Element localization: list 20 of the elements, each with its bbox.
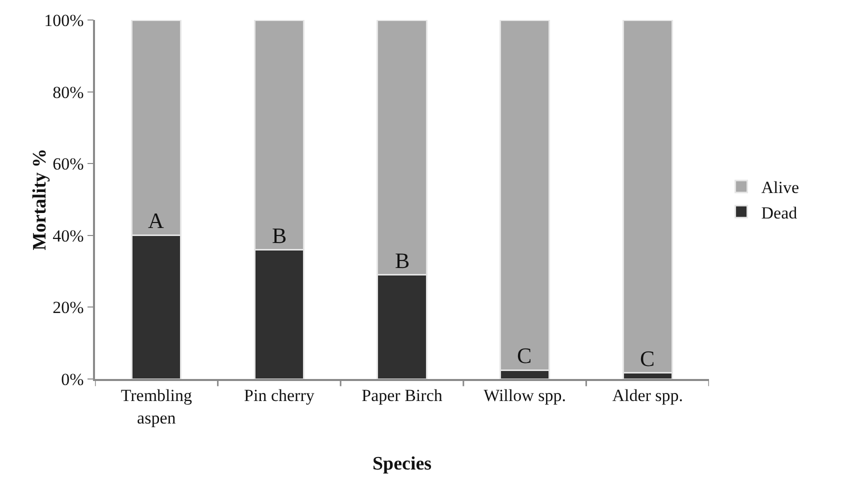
x-tick-label: Alder spp.: [612, 386, 684, 406]
annotation: C: [517, 343, 532, 368]
x-axis-title: Species: [372, 454, 432, 475]
annotation: C: [640, 346, 655, 371]
y-tick-label: 60%: [52, 154, 84, 174]
y-tick-label: 100%: [44, 10, 84, 30]
x-tick-label: Pin cherry: [244, 386, 315, 406]
y-tick-label: 80%: [52, 82, 84, 102]
y-tick-label: 20%: [52, 298, 84, 318]
y-tick-label: 0%: [61, 370, 84, 389]
x-tick-label: Trembling aspen: [120, 386, 192, 428]
legend-label: Dead: [761, 203, 798, 222]
y-tick-label: 40%: [52, 226, 84, 246]
legend-label: Alive: [761, 178, 800, 198]
annotation: A: [148, 208, 164, 233]
x-tick-label: Paper Birch: [362, 386, 443, 406]
x-tick-label: Willow spp.: [484, 386, 566, 406]
annotation: B: [395, 248, 410, 273]
y-axis-title: Mortality %: [30, 148, 51, 250]
annotation: B: [272, 223, 287, 248]
